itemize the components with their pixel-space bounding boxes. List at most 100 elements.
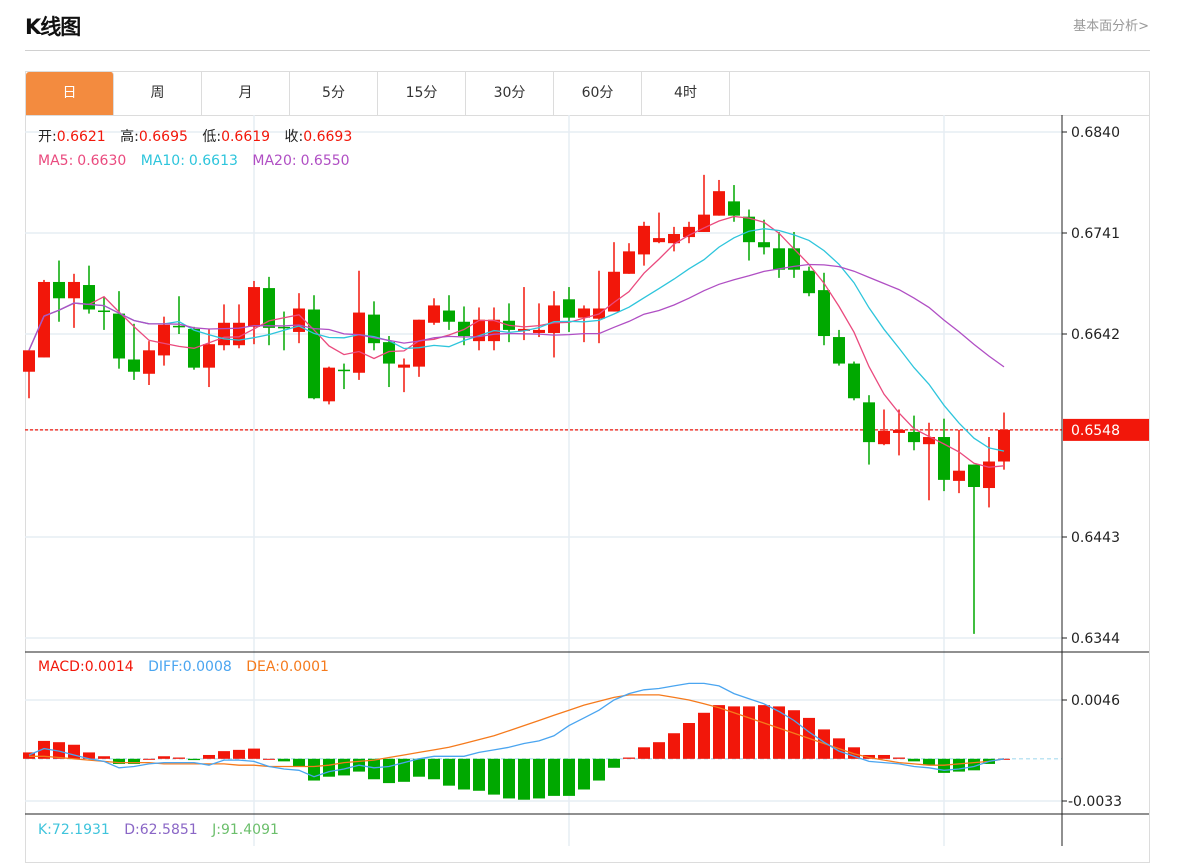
candle-body bbox=[263, 288, 275, 328]
macd-bar bbox=[548, 758, 560, 796]
candle bbox=[548, 291, 560, 358]
low-value: 0.6619 bbox=[221, 129, 270, 145]
candle-body bbox=[533, 329, 545, 333]
tab-month[interactable]: 月 bbox=[202, 72, 290, 115]
macd-bar bbox=[578, 758, 590, 790]
dea-label: DEA: bbox=[246, 659, 280, 675]
candle bbox=[98, 297, 110, 330]
macd-bar bbox=[38, 740, 50, 759]
candle-body bbox=[968, 464, 980, 488]
macd-bar bbox=[698, 712, 710, 759]
candle bbox=[698, 174, 710, 232]
candle bbox=[848, 361, 860, 401]
candle-body bbox=[353, 312, 365, 373]
price-tick-label: 0.6840 bbox=[1071, 125, 1120, 141]
candle bbox=[833, 329, 845, 366]
candle-body bbox=[638, 225, 650, 255]
candle bbox=[893, 409, 905, 456]
tab-week[interactable]: 周 bbox=[114, 72, 202, 115]
tab-day[interactable]: 日 bbox=[26, 72, 114, 115]
candle bbox=[158, 316, 170, 366]
candle-body bbox=[173, 325, 185, 328]
candle bbox=[428, 298, 440, 325]
candle-body bbox=[743, 216, 755, 243]
macd-bar bbox=[383, 758, 395, 784]
candle-body bbox=[728, 201, 740, 216]
diff-value: 0.0008 bbox=[183, 659, 232, 675]
macd-bar bbox=[128, 758, 140, 764]
macd-bar bbox=[428, 758, 440, 780]
candle-body bbox=[833, 337, 845, 364]
candle bbox=[53, 260, 65, 322]
candle bbox=[38, 279, 50, 358]
fundamental-analysis-link[interactable]: 基本面分析> bbox=[1073, 19, 1149, 34]
candle-body bbox=[38, 281, 50, 358]
macd-label: MACD: bbox=[38, 659, 85, 675]
j-label: J: bbox=[211, 822, 221, 838]
tab-5min[interactable]: 5分 bbox=[290, 72, 378, 115]
candle-body bbox=[338, 369, 350, 372]
macd-bar bbox=[173, 757, 185, 759]
candle bbox=[308, 295, 320, 400]
macd-tick-label: -0.0033 bbox=[1068, 794, 1122, 810]
candle bbox=[803, 266, 815, 297]
tab-60min[interactable]: 60分 bbox=[554, 72, 642, 115]
candle bbox=[173, 296, 185, 334]
macd-bar bbox=[608, 758, 620, 768]
ma20-value: 0.6550 bbox=[301, 153, 350, 169]
candle bbox=[923, 422, 935, 501]
macd-bar bbox=[458, 758, 470, 790]
candle bbox=[473, 307, 485, 351]
k-label: K: bbox=[38, 822, 52, 838]
macd-bar bbox=[728, 706, 740, 759]
candle bbox=[398, 358, 410, 393]
candle bbox=[353, 270, 365, 380]
candle-body bbox=[68, 281, 80, 299]
tab-4hour[interactable]: 4时 bbox=[642, 72, 730, 115]
macd-bar bbox=[923, 758, 935, 766]
candle-body bbox=[878, 430, 890, 445]
candle-body bbox=[773, 248, 785, 270]
period-tabs: 日 周 月 5分 15分 30分 60分 4时 bbox=[26, 72, 1149, 116]
candle bbox=[788, 231, 800, 278]
candle bbox=[128, 323, 140, 380]
candle bbox=[983, 437, 995, 508]
candle-body bbox=[908, 431, 920, 443]
candle bbox=[863, 395, 875, 465]
ma-lines bbox=[28, 215, 1005, 468]
macd-lines bbox=[28, 682, 1005, 778]
candle-body bbox=[248, 287, 260, 327]
candle-body bbox=[668, 234, 680, 244]
candle bbox=[503, 303, 515, 343]
ma5-value: 0.6630 bbox=[77, 153, 126, 169]
candle-body bbox=[713, 191, 725, 216]
candle-body bbox=[383, 342, 395, 364]
macd-bar bbox=[23, 752, 35, 759]
price-axis: 0.6840 0.6741 0.6642 0.6443 0.6344 0.0046 -0.0… bbox=[25, 115, 1149, 846]
ma10-value: 0.6613 bbox=[189, 153, 238, 169]
candle bbox=[938, 418, 950, 492]
diff-line bbox=[28, 682, 1005, 778]
candle bbox=[968, 464, 980, 634]
macd-bar bbox=[368, 758, 380, 780]
macd-bar bbox=[413, 758, 425, 777]
price-tick-label: 0.6741 bbox=[1071, 226, 1120, 242]
candle-body bbox=[563, 299, 575, 318]
candle bbox=[908, 415, 920, 451]
candle-body bbox=[608, 271, 620, 312]
macd-bar bbox=[758, 705, 770, 759]
macd-bar bbox=[623, 757, 635, 759]
j-value: 91.4091 bbox=[221, 822, 279, 838]
macd-bar bbox=[188, 758, 200, 761]
candle-body bbox=[53, 281, 65, 299]
candle bbox=[203, 328, 215, 388]
high-label: 高: bbox=[120, 128, 139, 145]
candle-body bbox=[128, 359, 140, 372]
tab-30min[interactable]: 30分 bbox=[466, 72, 554, 115]
macd-bar bbox=[893, 757, 905, 759]
macd-bar bbox=[473, 758, 485, 791]
candle bbox=[818, 272, 830, 346]
tab-15min[interactable]: 15分 bbox=[378, 72, 466, 115]
candle-body bbox=[23, 350, 35, 372]
